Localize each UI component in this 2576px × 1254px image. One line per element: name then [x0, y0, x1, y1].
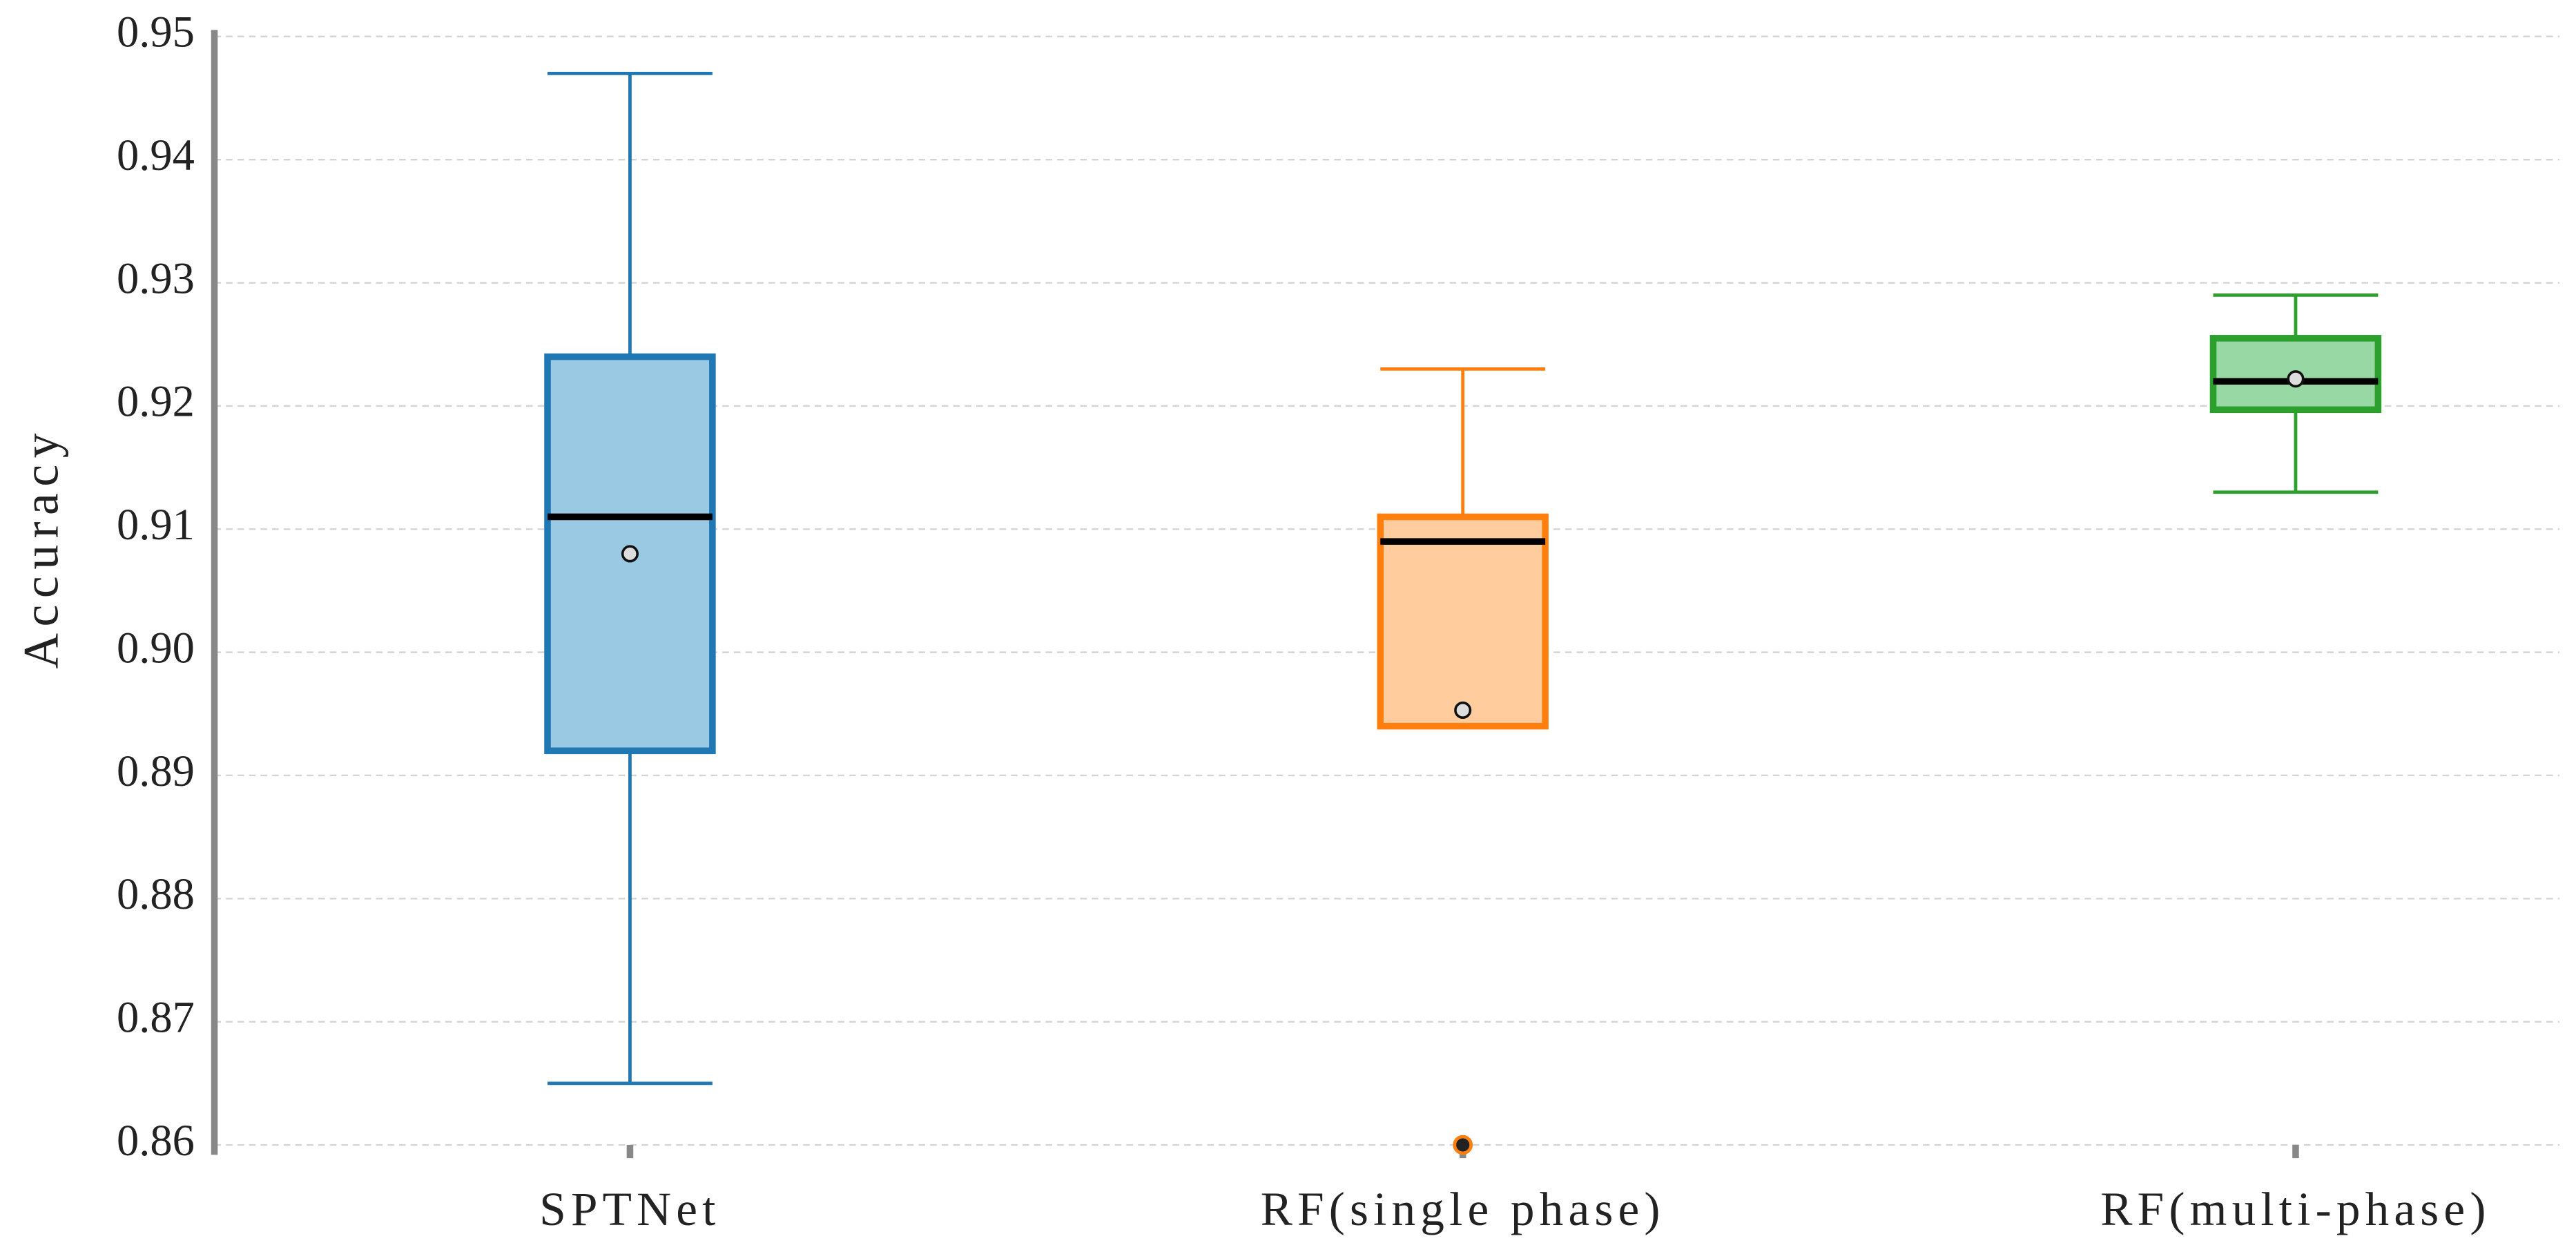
y-tick-label: 0.94: [117, 131, 195, 180]
y-tick-label: 0.88: [117, 869, 195, 918]
box: [1377, 513, 1549, 730]
y-tick-label: 0.95: [117, 8, 195, 57]
box: [544, 353, 716, 755]
y-tick-label: 0.93: [117, 253, 195, 302]
y-tick-label: 0.91: [117, 500, 195, 549]
outlier: [1453, 1135, 1473, 1155]
y-tick-label: 0.89: [117, 746, 195, 795]
y-axis-label: Accuracy: [14, 427, 68, 669]
mean: [621, 545, 639, 563]
y-tick-label: 0.92: [117, 377, 195, 426]
mean: [1454, 701, 1472, 719]
y-tick-label: 0.87: [117, 992, 195, 1041]
mean: [2287, 370, 2305, 388]
x-tick-label: RF(multi-phase): [2100, 1182, 2490, 1235]
y-tick-label: 0.90: [117, 623, 195, 672]
x-tick-label: SPTNet: [539, 1182, 720, 1235]
y-tick-label: 0.86: [117, 1116, 195, 1165]
x-tick-label: RF(single phase): [1261, 1182, 1665, 1235]
